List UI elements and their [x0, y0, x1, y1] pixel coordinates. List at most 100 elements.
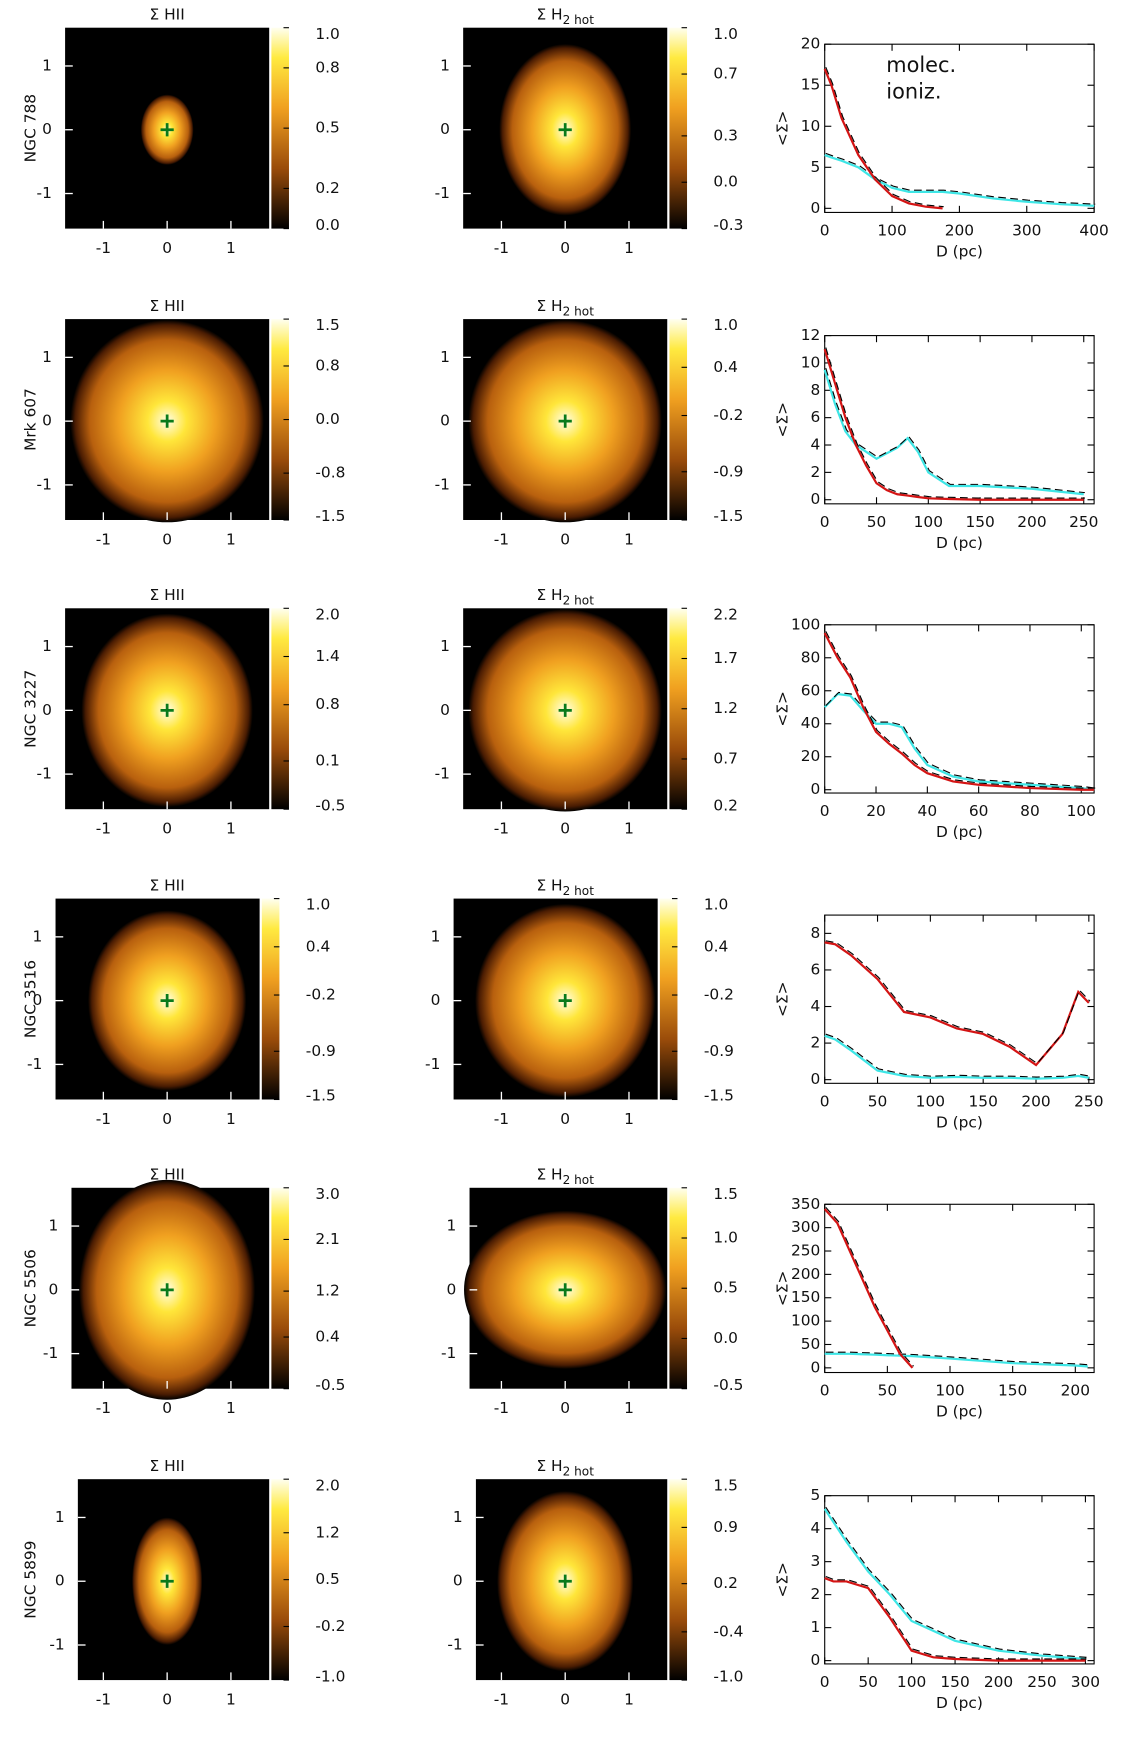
plot-frame — [824, 43, 1095, 213]
nucleus-marker — [558, 1283, 572, 1297]
x-axis-label: D (pc) — [936, 1403, 983, 1421]
title-main: Σ HII — [150, 5, 185, 23]
title-main: Σ H — [536, 5, 562, 23]
y-tick-label: 2 — [811, 463, 821, 481]
colorbar-tick-label: -1.0 — [713, 1667, 743, 1685]
series-line — [823, 692, 1095, 791]
title-subscript: 2 hot — [563, 883, 595, 897]
x-tick-label: 250 — [1027, 1673, 1056, 1691]
x-tick-label: 100 — [914, 513, 943, 531]
colorbar-tick-label: 0.7 — [713, 65, 737, 83]
fit-line — [825, 367, 1085, 494]
nucleus-marker — [160, 123, 174, 137]
colorbar-tick-label: 0.4 — [704, 937, 728, 955]
x-tick-label: 50 — [878, 1382, 898, 1400]
y-tick-label: 1 — [42, 348, 52, 366]
x-tick-label: 1 — [624, 819, 634, 837]
colorbar — [271, 27, 289, 229]
x-tick-label: 400 — [1079, 222, 1108, 240]
nucleus-marker — [160, 703, 174, 717]
y-tick-label: 8 — [811, 381, 821, 399]
series-line — [823, 369, 1084, 496]
x-tick-label: 200 — [1061, 1382, 1090, 1400]
y-tick-label: 15 — [801, 76, 821, 94]
x-tick-label: 0 — [560, 1690, 570, 1708]
colorbar — [669, 27, 688, 229]
y-axis-label: <Σ> — [773, 402, 791, 437]
y-tick-label: 1 — [440, 637, 450, 655]
colorbar-tick-label: 0.0 — [315, 216, 339, 234]
colorbar-tick-label: 0.4 — [315, 1328, 339, 1346]
x-tick-label: 1 — [226, 819, 236, 837]
colorbar-tick-label: -1.5 — [713, 507, 743, 525]
plot-frame — [824, 1203, 1095, 1374]
colorbar-tick-label: -0.3 — [713, 216, 743, 234]
galaxy-name: Mrk 607 — [21, 388, 39, 451]
colorbar-tick-label: -1.5 — [315, 507, 345, 525]
series-line — [823, 632, 1095, 791]
y-tick-label: 5 — [811, 1486, 821, 1504]
y-tick-label: -1 — [43, 1344, 58, 1362]
colorbar-tick-label: -0.5 — [315, 1376, 345, 1394]
y-tick-label: 0 — [431, 991, 441, 1009]
galaxy-name: NGC 5899 — [21, 1541, 39, 1619]
colorbar-tick-label: 0.2 — [315, 179, 339, 197]
x-tick-label: 0 — [162, 530, 172, 548]
colorbar — [261, 898, 280, 1100]
fit-line — [825, 940, 1091, 1065]
x-tick-label: 1 — [226, 1110, 236, 1128]
series-line — [823, 348, 1084, 501]
x-tick-label: 150 — [998, 1382, 1027, 1400]
x-tick-label: 0 — [820, 1093, 830, 1111]
colorbar — [659, 898, 678, 1100]
y-axis-label: <Σ> — [773, 981, 791, 1016]
title-main: Σ HII — [150, 586, 185, 604]
colorbar — [669, 319, 688, 520]
y-tick-label: 1 — [42, 637, 52, 655]
plot-frame — [824, 1495, 1095, 1665]
y-tick-label: 20 — [801, 35, 821, 53]
y-tick-label: 300 — [791, 1218, 820, 1236]
y-tick-label: 350 — [791, 1195, 820, 1213]
y-tick-label: 2 — [811, 1034, 821, 1052]
map-title: Σ HII — [150, 876, 185, 894]
x-tick-label: -1 — [96, 1110, 111, 1128]
series-line — [824, 153, 1095, 207]
x-axis-label: D (pc) — [936, 1113, 983, 1131]
title-main: Σ H — [536, 1165, 562, 1183]
colorbar-tick-label: 0.2 — [713, 796, 737, 814]
fit-line — [825, 1206, 914, 1367]
colorbar-tick-label: 1.0 — [704, 896, 728, 914]
x-tick-label: -1 — [96, 1690, 111, 1708]
colorbar-tick-label: -0.9 — [306, 1042, 336, 1060]
colorbar-tick-label: 3.0 — [315, 1185, 339, 1203]
y-tick-label: 0 — [42, 701, 52, 719]
y-tick-label: 3 — [811, 1552, 821, 1570]
x-tick-label: 0 — [560, 530, 570, 548]
x-tick-label: 0 — [560, 1110, 570, 1128]
colorbar-tick-label: 0.0 — [315, 410, 339, 428]
colorbar-tick-label: 1.0 — [713, 25, 737, 43]
x-tick-label: 200 — [984, 1673, 1013, 1691]
series-line — [824, 1034, 1090, 1080]
x-tick-label: 0 — [820, 513, 830, 531]
y-tick-label: -1 — [49, 1636, 64, 1654]
x-tick-label: 0 — [162, 819, 172, 837]
title-subscript: 2 hot — [563, 13, 595, 27]
colorbar-tick-label: -0.9 — [713, 462, 743, 480]
colorbar-tick-label: -0.8 — [315, 464, 345, 482]
colorbar-tick-label: -0.9 — [704, 1042, 734, 1060]
x-tick-label: -1 — [96, 239, 111, 257]
x-tick-label: 1 — [226, 1399, 236, 1417]
x-tick-label: 250 — [1069, 513, 1098, 531]
colorbar-tick-label: 2.2 — [713, 605, 737, 623]
colorbar-tick-label: 0.4 — [713, 358, 737, 376]
x-tick-label: 1 — [226, 1690, 236, 1708]
x-tick-label: -1 — [494, 1110, 509, 1128]
y-tick-label: 0 — [811, 1651, 821, 1669]
x-tick-label: 0 — [162, 1690, 172, 1708]
x-tick-label: -1 — [494, 239, 509, 257]
y-tick-label: -1 — [27, 1055, 42, 1073]
title-main: Σ H — [536, 296, 562, 314]
series-line — [824, 941, 1090, 1067]
